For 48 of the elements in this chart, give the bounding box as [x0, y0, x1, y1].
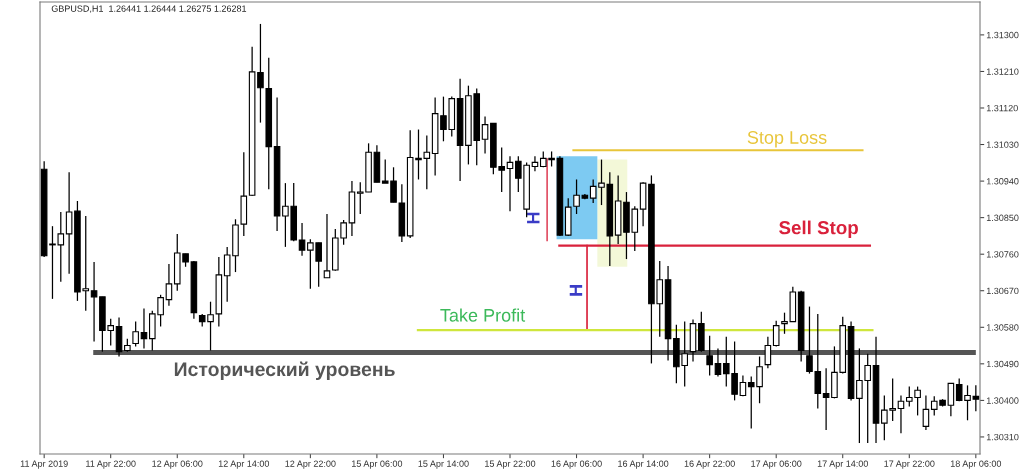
candlestick: [764, 336, 772, 369]
candlestick: [922, 394, 930, 431]
candlestick: [706, 335, 713, 377]
x-tick-label: 11 Apr 22:00: [86, 460, 136, 469]
x-tick-label: 12 Apr 14:00: [218, 460, 270, 469]
ref-line-label: Take Profit: [440, 308, 526, 322]
candlestick: [165, 263, 173, 307]
candlestick: [323, 213, 331, 279]
x-tick-label: 12 Apr 06:00: [152, 460, 203, 469]
x-tick-label: 17 Apr 22:00: [884, 460, 935, 469]
x-tick-label: 15 Apr 22:00: [485, 460, 536, 469]
y-tick-label: 1.31030: [986, 141, 1019, 148]
candlestick: [90, 261, 98, 343]
y-tick-label: 1.30310: [986, 433, 1019, 441]
y-tick-label: 1.30850: [986, 214, 1019, 221]
x-tick-label: 17 Apr 14:00: [817, 460, 868, 469]
candlestick: [531, 155, 539, 172]
x-tick-label: 16 Apr 06:00: [551, 460, 602, 469]
ref-line-label: Stop Loss: [747, 131, 827, 148]
y-tick-label: 1.30670: [986, 287, 1019, 295]
x-tick-label: 17 Apr 06:00: [751, 460, 802, 469]
x-tick-label: 18 Apr 06:00: [950, 460, 1002, 469]
y-tick-label: 1.30490: [986, 360, 1019, 368]
x-tick-label: 15 Apr 14:00: [418, 460, 469, 469]
x-tick-label: 15 Apr 06:00: [351, 460, 403, 469]
candlestick: [714, 347, 722, 378]
x-tick-label: 11 Apr 2019: [20, 460, 68, 469]
x-tick-label: 16 Apr 14:00: [618, 460, 669, 469]
candlestick: [481, 115, 489, 155]
x-tick-label: 12 Apr 22:00: [285, 460, 336, 469]
ref-line-label: Sell Stop: [779, 220, 858, 239]
y-tick-label: 1.30400: [986, 397, 1019, 404]
candlestick: [132, 320, 139, 348]
chart-title: GBPUSD,H1 1.26441 1.26444 1.26275 1.26281: [51, 5, 247, 13]
y-tick-label: 1.30940: [986, 178, 1019, 185]
candlestick: [298, 222, 306, 257]
annotation: H: [527, 212, 540, 224]
y-tick-label: 1.31120: [986, 104, 1018, 112]
y-tick-label: 1.30580: [986, 324, 1019, 331]
ref-line-label: Исторический уровень: [174, 361, 395, 381]
candlestick: [140, 307, 148, 350]
candlestick: [772, 320, 780, 348]
annotation: H: [569, 285, 583, 296]
candlestick: [506, 155, 514, 212]
y-tick-label: 1.30760: [986, 251, 1019, 258]
x-tick-label: 16 Apr 22:00: [684, 460, 735, 469]
y-tick-label: 1.31210: [986, 68, 1019, 75]
y-tick-label: 1.31300: [986, 31, 1019, 39]
